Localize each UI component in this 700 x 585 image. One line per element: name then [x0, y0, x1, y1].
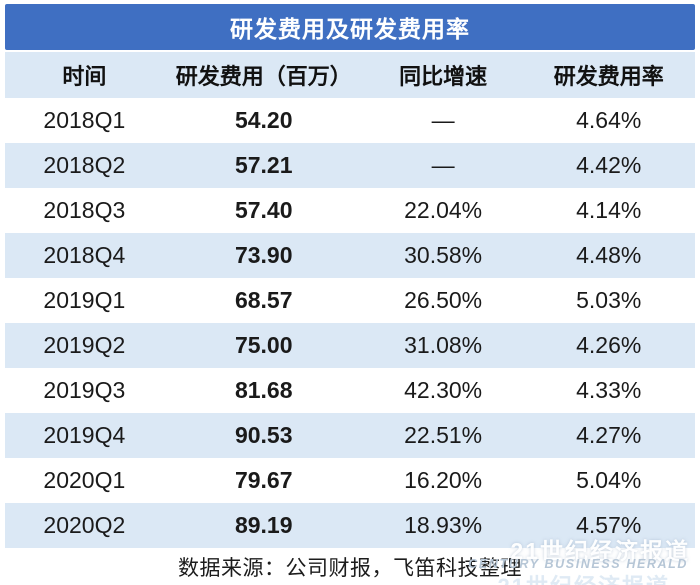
expense-cell: 75.00 [234, 332, 293, 358]
table-row: 2018Q3 57.40 22.04% 4.14% [5, 188, 695, 233]
yoy-cell: 30.58% [404, 242, 483, 268]
ratio-cell: 5.03% [576, 287, 642, 313]
expense-cell: 68.57 [234, 287, 293, 313]
period-cell: 2020Q2 [43, 512, 126, 538]
period-cell: 2019Q4 [43, 422, 126, 448]
expense-cell: 57.21 [234, 152, 293, 178]
period-cell: 2018Q2 [43, 152, 126, 178]
yoy-cell: 16.20% [404, 467, 483, 493]
expense-cell: 90.53 [234, 422, 293, 448]
period-cell: 2020Q1 [43, 467, 126, 493]
header-ratio: 研发费用率 [553, 64, 664, 89]
table-row: 2020Q2 89.19 18.93% 4.57% [5, 503, 695, 548]
ratio-cell: 4.33% [576, 377, 642, 403]
ratio-cell: 4.64% [576, 107, 642, 133]
period-cell: 2018Q3 [43, 197, 126, 223]
yoy-cell: 22.51% [404, 422, 483, 448]
yoy-cell: — [431, 152, 455, 178]
data-source-text: 数据来源：公司财报，飞笛科技整理 [178, 556, 522, 580]
table-header-row: 时间 研发费用（百万） 同比增速 研发费用率 [5, 52, 695, 98]
period-cell: 2018Q4 [43, 242, 126, 268]
table-title-bar: 研发费用及研发费用率 [5, 4, 695, 50]
yoy-cell: — [431, 107, 455, 133]
ratio-cell: 4.57% [576, 512, 642, 538]
table-row: 2018Q4 73.90 30.58% 4.48% [5, 233, 695, 278]
ratio-cell: 4.48% [576, 242, 642, 268]
table-row: 2019Q4 90.53 22.51% 4.27% [5, 413, 695, 458]
period-cell: 2018Q1 [43, 107, 126, 133]
header-expense: 研发费用（百万） [175, 64, 352, 89]
expense-cell: 79.67 [234, 467, 293, 493]
table-row: 2020Q1 79.67 16.20% 5.04% [5, 458, 695, 503]
expense-cell: 57.40 [234, 197, 293, 223]
expense-cell: 54.20 [234, 107, 293, 133]
ratio-cell: 4.14% [576, 197, 642, 223]
table-row: 2018Q1 54.20 — 4.64% [5, 98, 695, 143]
table-row: 2018Q2 57.21 — 4.42% [5, 143, 695, 188]
period-cell: 2019Q3 [43, 377, 126, 403]
yoy-cell: 22.04% [404, 197, 483, 223]
table-row: 2019Q1 68.57 26.50% 5.03% [5, 278, 695, 323]
expense-cell: 89.19 [234, 512, 293, 538]
period-cell: 2019Q1 [43, 287, 126, 313]
period-cell: 2019Q2 [43, 332, 126, 358]
table-row: 2019Q3 81.68 42.30% 4.33% [5, 368, 695, 413]
yoy-cell: 31.08% [404, 332, 483, 358]
expense-cell: 81.68 [234, 377, 293, 403]
ratio-cell: 4.27% [576, 422, 642, 448]
rd-expense-table: 时间 研发费用（百万） 同比增速 研发费用率 2018Q1 54.20 — 4.… [5, 52, 695, 548]
yoy-cell: 18.93% [404, 512, 483, 538]
header-period: 时间 [62, 64, 107, 89]
expense-cell: 73.90 [234, 242, 293, 268]
header-yoy: 同比增速 [399, 64, 488, 89]
data-source-footer: 数据来源：公司财报，飞笛科技整理 [5, 548, 695, 585]
yoy-cell: 26.50% [404, 287, 483, 313]
ratio-cell: 4.42% [576, 152, 642, 178]
page-title: 研发费用及研发费用率 [230, 16, 470, 42]
ratio-cell: 5.04% [576, 467, 642, 493]
ratio-cell: 4.26% [576, 332, 642, 358]
yoy-cell: 42.30% [404, 377, 483, 403]
table-row: 2019Q2 75.00 31.08% 4.26% [5, 323, 695, 368]
